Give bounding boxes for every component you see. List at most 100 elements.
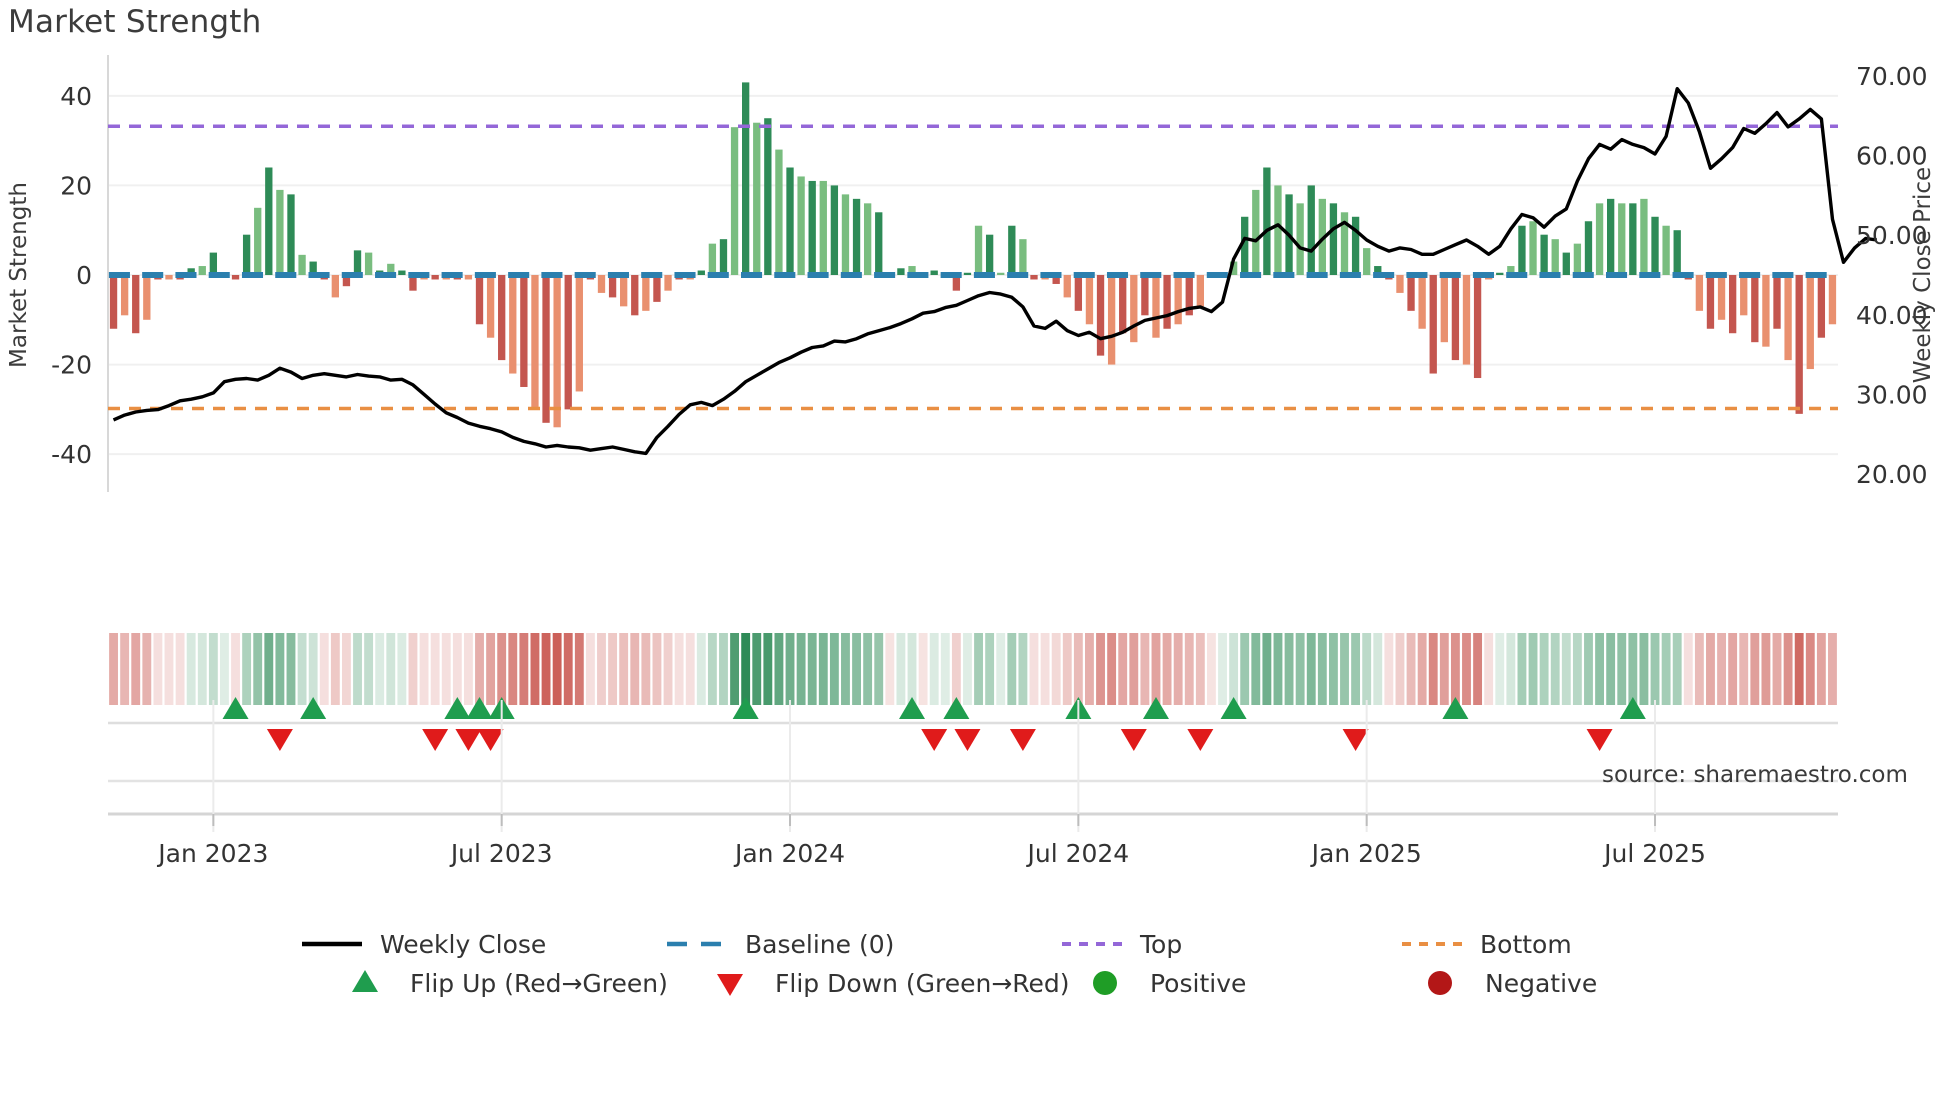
x-axis-tick: Jul 2023 [449,839,553,868]
baseline-segment [208,272,230,278]
strength-bar [187,268,195,275]
heatmap-cell [1118,633,1128,705]
strength-bar [1396,275,1404,293]
baseline-segment [275,272,297,278]
reference-lines-layer [108,124,1838,411]
strength-bar [1030,275,1038,280]
strength-bar [653,275,661,302]
heatmap-cell [608,633,618,705]
x-axis-tick: Jul 2025 [1602,839,1706,868]
strength-bar [1795,275,1803,414]
baseline-segment [241,272,264,278]
heatmap-cell [841,633,850,705]
source-attribution: source: sharemaestro.com [1602,762,1908,788]
strength-bar [1052,275,1060,284]
triangle-up-icon [352,970,378,992]
heatmap-cell [275,633,285,705]
heatmap-cell [1229,633,1239,705]
strength-bar [863,203,872,275]
legend-label: Flip Down (Green→Red) [775,969,1070,998]
strength-bar [1607,198,1615,275]
flip-down-marker [1342,729,1369,751]
baseline-segment [175,272,197,278]
y-axis-label: Market Strength [6,182,32,368]
strength-bar [1618,203,1626,275]
baseline-segment [840,272,862,278]
x-axis-tick: Jan 2023 [156,839,268,868]
heatmap-cell [430,633,440,705]
flip-up-marker [1142,697,1169,719]
flip-down-marker [455,729,482,751]
baseline-segment [574,272,596,278]
strength-bar [764,118,772,276]
heatmap-cell [896,633,906,705]
strength-bar [209,252,218,275]
legend-item[interactable]: Top [1062,930,1182,959]
strength-bar [120,275,129,316]
strength-bar [1784,275,1792,361]
strength-bar [520,275,528,387]
heatmap-cell [1195,633,1205,705]
strength-bar [231,275,240,280]
heatmap-cell [419,633,429,705]
strength-bar [509,275,517,374]
y2-axis-label: Weekly Close Price [1910,167,1936,383]
legend-item[interactable]: Flip Down (Green→Red) [717,969,1070,998]
strength-bar [742,82,750,275]
heatmap-cell [752,633,762,705]
heatmap-cell [1029,633,1039,705]
legend-item[interactable]: Negative [1428,969,1597,998]
strength-bar [1363,248,1371,275]
baseline-segment [1140,272,1162,278]
heatmap-cell [375,633,385,705]
baseline-segment [541,272,563,278]
baseline-segment [1406,272,1428,278]
flip-markers-layer [108,697,1838,816]
strength-bar [1462,275,1471,365]
flip-down-marker [477,729,504,751]
baseline-segment [508,272,530,278]
legend-label: Top [1139,930,1182,959]
heatmap-cell [1417,633,1427,705]
heatmap-cell [1085,633,1094,705]
baseline-segment [1106,272,1129,278]
heatmap-cell [109,633,118,705]
heatmap-cell [1218,633,1227,705]
strength-bar [1451,275,1460,361]
heatmap-cell [397,633,407,705]
strength-bar [276,189,284,275]
strength-bar [852,198,861,275]
strength-bar [1817,275,1826,338]
weekly-close-line-layer [112,87,1878,456]
heatmap-cell [497,633,507,705]
legend-item[interactable]: Weekly Close [302,930,546,959]
baseline-segment [1472,272,1494,278]
heatmap-cell [353,633,362,705]
legend-item[interactable]: Flip Up (Red→Green) [352,969,668,998]
heatmap-cell [1129,633,1139,705]
flip-up-marker [300,697,327,719]
legend-item[interactable]: Baseline (0) [667,930,894,959]
heatmap-cell [1694,633,1704,705]
heatmap-strip-layer [109,633,1837,705]
y-axis-tick: 0 [76,261,92,290]
strength-bar [1107,275,1116,365]
heatmap-cell [1262,633,1272,705]
heatmap-cell [1728,633,1738,705]
strength-bar [1773,275,1781,329]
heatmap-cell [175,633,185,705]
heatmap-cell [1040,633,1050,705]
x-axis-tick: Jul 2024 [1025,839,1129,868]
legend-item[interactable]: Bottom [1402,930,1572,959]
baseline-segment [807,272,829,278]
flip-up-marker [222,697,249,719]
heatmap-cell [1783,633,1793,705]
heatmap-cell [1306,633,1316,705]
baseline-segment [741,272,763,278]
heatmap-cell [1206,633,1216,705]
heatmap-cell [186,633,196,705]
strength-bar [1185,275,1193,316]
flip-down-marker [1120,729,1147,751]
heatmap-cell [220,633,229,705]
legend-item[interactable]: Positive [1093,969,1246,998]
